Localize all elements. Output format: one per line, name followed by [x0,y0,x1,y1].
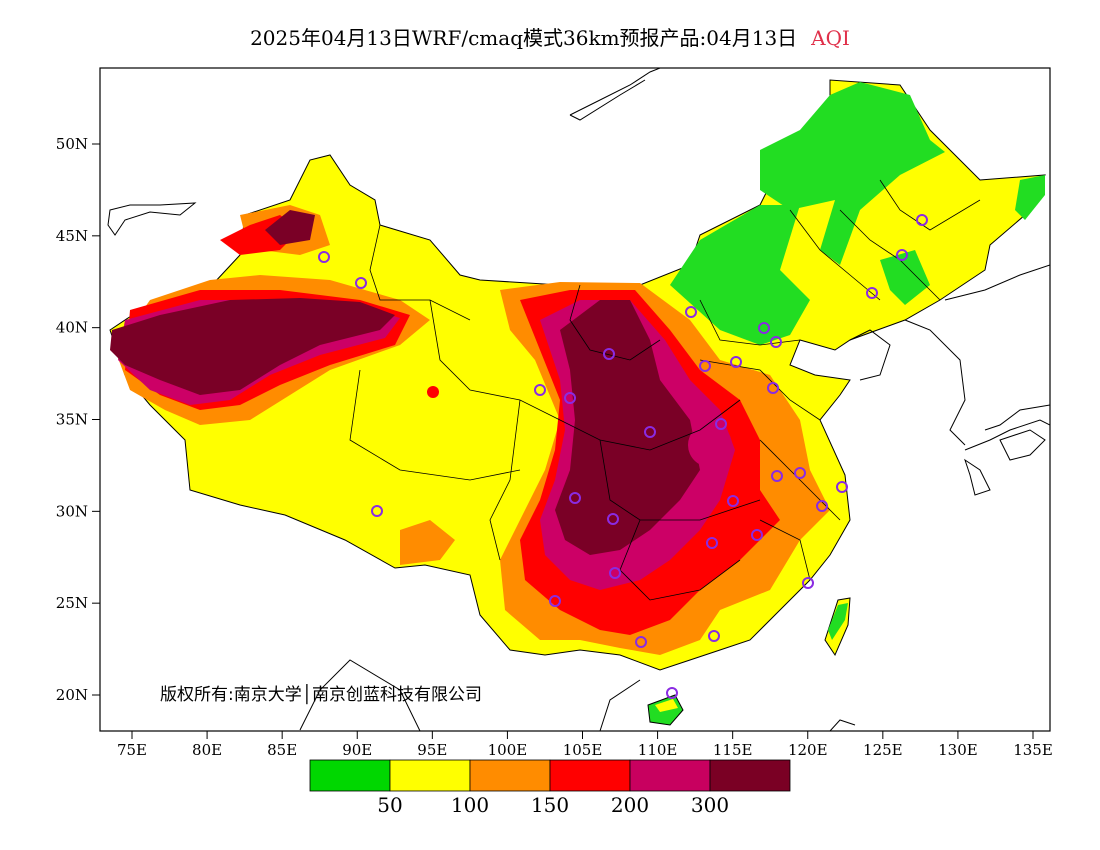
title-text: 2025年04月13日WRF/cmaq模式36km预报产品:04月13日 [250,26,798,50]
station-marker [727,495,739,507]
y-tick-label: 20N [56,686,88,704]
station-marker [730,356,742,368]
station-marker [549,595,561,607]
aqi-legend: 50 100 150 200 300 [309,759,791,817]
legend-swatch [629,759,711,792]
y-tick-label: 40N [56,319,88,337]
x-tick-label: 95E [417,741,447,759]
y-tick-label: 35N [56,411,88,429]
legend-swatch [389,759,471,792]
legend-label: 50 [377,793,402,817]
map-plot-area [107,68,1050,731]
station-marker [666,687,678,699]
x-axis: 75E 80E 85E 90E 95E 100E 105E 110E 115E 120E 125E 1… [117,731,1053,759]
legend-label: 300 [691,793,729,817]
liaoning-good-patch [880,250,930,305]
taiwan-good-part [828,603,848,640]
x-tick-label: 105E [563,741,603,759]
station-marker [569,492,581,504]
x-tick-label: 120E [788,741,828,759]
hainan-moderate [655,699,678,712]
station-marker [771,470,783,482]
station-marker [635,636,647,648]
station-marker [708,630,720,642]
legend-label: 100 [451,793,489,817]
station-marker [706,537,718,549]
coastlines [107,68,1050,731]
henan-unhealthy-spot [688,423,732,467]
legend-label: 200 [611,793,649,817]
y-axis: 50N 45N 40N 35N 30N 25N 20N [56,135,100,704]
eastern-good-strip [1015,175,1045,220]
station-marker [685,306,697,318]
station-marker [794,467,806,479]
station-marker [916,214,928,226]
y-tick-label: 50N [56,135,88,153]
manchuria-good-region [760,82,945,265]
x-tick-label: 115E [713,741,753,759]
station-marker [836,481,848,493]
station-marker [767,382,779,394]
station-marker [715,418,727,430]
station-marker [758,322,770,334]
station-marker [770,336,782,348]
plot-frame [99,67,1051,732]
junggar-hazardous [265,210,315,245]
copyright-notice: 版权所有:南京大学│南京创蓝科技有限公司 [160,685,482,705]
station-markers [318,214,928,699]
station-marker [318,251,330,263]
station-marker [371,505,383,517]
x-tick-label: 80E [192,741,222,759]
qinghai-hotspot [427,386,439,398]
legend-swatch [549,759,631,792]
x-tick-label: 75E [117,741,147,759]
yunnan-sensitive-patch [400,520,455,565]
legend-swatch [709,759,791,792]
title-variable: AQI [811,26,850,50]
station-marker [564,392,576,404]
x-tick-label: 100E [488,741,528,759]
taklamakan-hazardous-region [110,298,395,395]
station-marker [609,567,621,579]
y-tick-label: 25N [56,594,88,612]
y-tick-label: 30N [56,502,88,520]
station-marker [603,348,615,360]
station-marker [534,384,546,396]
station-marker [802,577,814,589]
map-title: 2025年04月13日WRF/cmaq模式36km预报产品:04月13日 AQI [0,22,1100,51]
sichuan-hazardous-region [555,300,700,555]
station-marker [816,500,828,512]
y-tick-label: 45N [56,227,88,245]
station-marker [699,360,711,372]
x-tick-label: 90E [342,741,372,759]
station-marker [355,277,367,289]
station-marker [751,529,763,541]
station-marker [896,249,908,261]
legend-swatch [309,759,391,792]
station-marker [644,426,656,438]
legend-label: 150 [531,793,569,817]
station-marker [866,287,878,299]
x-tick-label: 130E [938,741,978,759]
legend-swatch [469,759,551,792]
x-tick-label: 125E [863,741,903,759]
x-tick-label: 85E [267,741,297,759]
station-marker [607,513,619,525]
x-tick-label: 135E [1013,741,1053,759]
x-tick-label: 110E [638,741,678,759]
province-boundaries [349,179,981,601]
